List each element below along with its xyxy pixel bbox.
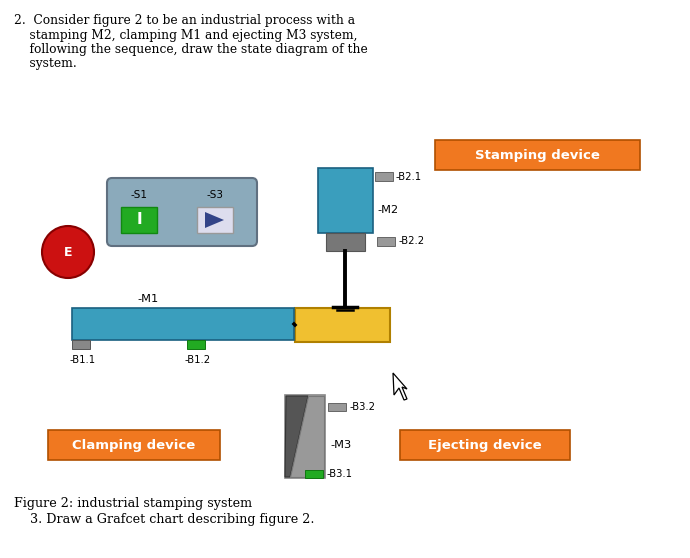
Polygon shape xyxy=(205,212,224,228)
Circle shape xyxy=(42,226,94,278)
Bar xyxy=(328,403,346,411)
Bar xyxy=(121,207,157,233)
Text: following the sequence, draw the state diagram of the: following the sequence, draw the state d… xyxy=(14,43,368,56)
Bar xyxy=(435,140,640,170)
Bar xyxy=(318,168,373,233)
Text: -B3.2: -B3.2 xyxy=(350,402,376,412)
Text: Figure 2: industrial stamping system: Figure 2: industrial stamping system xyxy=(14,497,252,510)
Text: -S3: -S3 xyxy=(206,190,224,200)
Bar xyxy=(48,430,220,460)
Text: 3. Draw a Grafcet chart describing figure 2.: 3. Draw a Grafcet chart describing figur… xyxy=(14,513,315,526)
Text: Stamping device: Stamping device xyxy=(475,148,600,161)
Bar xyxy=(72,340,90,349)
Text: -B2.1: -B2.1 xyxy=(396,171,422,181)
Text: system.: system. xyxy=(14,57,77,70)
Bar xyxy=(326,233,365,251)
Bar xyxy=(400,430,570,460)
Polygon shape xyxy=(285,396,308,477)
Text: stamping M2, clamping M1 and ejecting M3 system,: stamping M2, clamping M1 and ejecting M3… xyxy=(14,28,357,41)
Polygon shape xyxy=(393,373,407,400)
Bar xyxy=(197,207,233,233)
Text: Ejecting device: Ejecting device xyxy=(428,439,542,451)
Text: -B2.2: -B2.2 xyxy=(399,237,425,247)
Text: Clamping device: Clamping device xyxy=(72,439,196,451)
Text: -B3.1: -B3.1 xyxy=(327,469,353,479)
Bar xyxy=(375,172,393,181)
FancyBboxPatch shape xyxy=(107,178,257,246)
Text: -B1.2: -B1.2 xyxy=(185,355,211,365)
Text: -M3: -M3 xyxy=(330,440,351,450)
Text: -M1: -M1 xyxy=(137,294,158,304)
Text: -S1: -S1 xyxy=(130,190,148,200)
Bar xyxy=(295,308,390,342)
Text: I: I xyxy=(136,213,142,228)
Polygon shape xyxy=(290,396,324,477)
Text: 2.  Consider figure 2 to be an industrial process with a: 2. Consider figure 2 to be an industrial… xyxy=(14,14,355,27)
Bar xyxy=(187,340,205,349)
Bar xyxy=(377,237,395,246)
Text: -M2: -M2 xyxy=(377,205,398,215)
Text: -B1.1: -B1.1 xyxy=(70,355,96,365)
Polygon shape xyxy=(285,395,325,478)
Text: E: E xyxy=(63,246,72,258)
Bar xyxy=(305,470,323,478)
Bar xyxy=(72,308,294,340)
